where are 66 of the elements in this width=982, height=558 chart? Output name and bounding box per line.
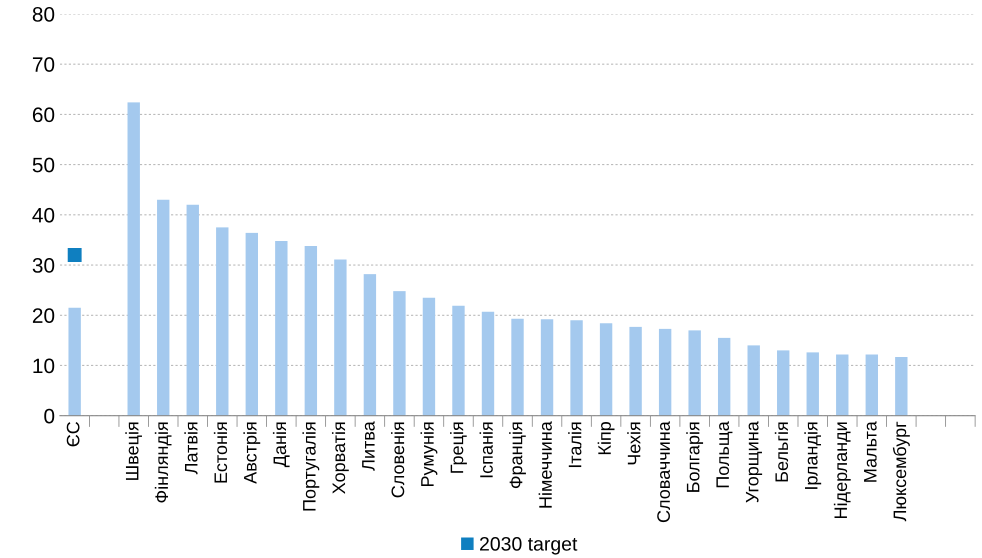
bar bbox=[748, 345, 760, 416]
bar bbox=[216, 227, 228, 416]
y-tick-label: 40 bbox=[32, 208, 54, 223]
y-tick-label: 50 bbox=[32, 158, 54, 172]
x-tick-label: Люксембург bbox=[892, 422, 910, 522]
x-tick-label: Латвія bbox=[184, 422, 198, 474]
bar bbox=[570, 320, 583, 416]
x-tick-label: Греція bbox=[450, 422, 467, 473]
bar bbox=[658, 328, 672, 416]
x-tick-label: Німеччина bbox=[538, 421, 552, 508]
x-tick-label: Австрія bbox=[243, 422, 260, 484]
x-tick-label: Ірландія bbox=[804, 422, 822, 489]
x-tick-label: Італія bbox=[568, 422, 582, 468]
bar bbox=[777, 350, 790, 416]
bar bbox=[688, 330, 701, 416]
y-tick-label: 70 bbox=[32, 57, 54, 72]
bar bbox=[393, 291, 406, 416]
x-tick-label: ЄС bbox=[66, 422, 80, 446]
x-tick-label: Фінляндія bbox=[154, 422, 172, 503]
bar bbox=[482, 312, 494, 416]
x-tick-label: Угорщина bbox=[746, 421, 762, 503]
bar bbox=[452, 306, 465, 416]
x-tick-label: Португалія bbox=[302, 422, 320, 510]
bar bbox=[718, 338, 730, 416]
bar bbox=[806, 352, 819, 416]
y-tick-label: 80 bbox=[32, 6, 54, 22]
x-tick-label: Швеція bbox=[125, 422, 142, 480]
x-tick-label: Бельгія bbox=[774, 422, 788, 482]
legend-label: 2030 target bbox=[480, 536, 578, 555]
x-tick-label: Румунія bbox=[420, 422, 438, 486]
y-tick-label: 60 bbox=[32, 107, 54, 122]
x-tick-label: Іспанія bbox=[480, 422, 493, 478]
bar bbox=[364, 274, 376, 416]
bar bbox=[275, 240, 288, 416]
bar bbox=[128, 102, 140, 416]
bar bbox=[186, 204, 199, 416]
bar bbox=[836, 354, 848, 416]
x-tick-label: Польща bbox=[716, 421, 732, 488]
bar bbox=[68, 308, 81, 416]
bar bbox=[334, 260, 347, 416]
x-tick-label: Данія bbox=[272, 422, 290, 468]
bar bbox=[600, 323, 612, 416]
bar bbox=[895, 356, 908, 416]
x-tick-label: Словаччина bbox=[657, 421, 670, 522]
bar bbox=[866, 354, 878, 416]
bar bbox=[511, 318, 524, 416]
x-tick-label: Франція bbox=[509, 422, 526, 488]
x-tick-label: Словенія bbox=[391, 422, 404, 498]
bar bbox=[157, 200, 170, 416]
x-tick-label: Хорватія bbox=[332, 422, 349, 494]
bar bbox=[304, 246, 318, 416]
bar bbox=[422, 298, 436, 416]
x-tick-label: Литва bbox=[362, 421, 375, 471]
x-tick-label: Болгарія bbox=[686, 422, 704, 492]
y-tick-label: 0 bbox=[44, 408, 54, 424]
x-tick-label: Чехія bbox=[627, 422, 640, 464]
x-tick-label: Кіпр bbox=[598, 422, 614, 454]
x-tick-label: Нідерланди bbox=[834, 422, 851, 518]
x-tick-label: Естонія bbox=[214, 422, 228, 483]
y-tick-label: 30 bbox=[32, 258, 54, 273]
bar bbox=[629, 326, 642, 416]
bar bbox=[540, 319, 554, 416]
y-tick-label: 10 bbox=[33, 358, 54, 374]
x-tick-label: Мальта bbox=[864, 421, 877, 482]
y-tick-label: 20 bbox=[32, 308, 54, 324]
bar bbox=[246, 232, 258, 416]
